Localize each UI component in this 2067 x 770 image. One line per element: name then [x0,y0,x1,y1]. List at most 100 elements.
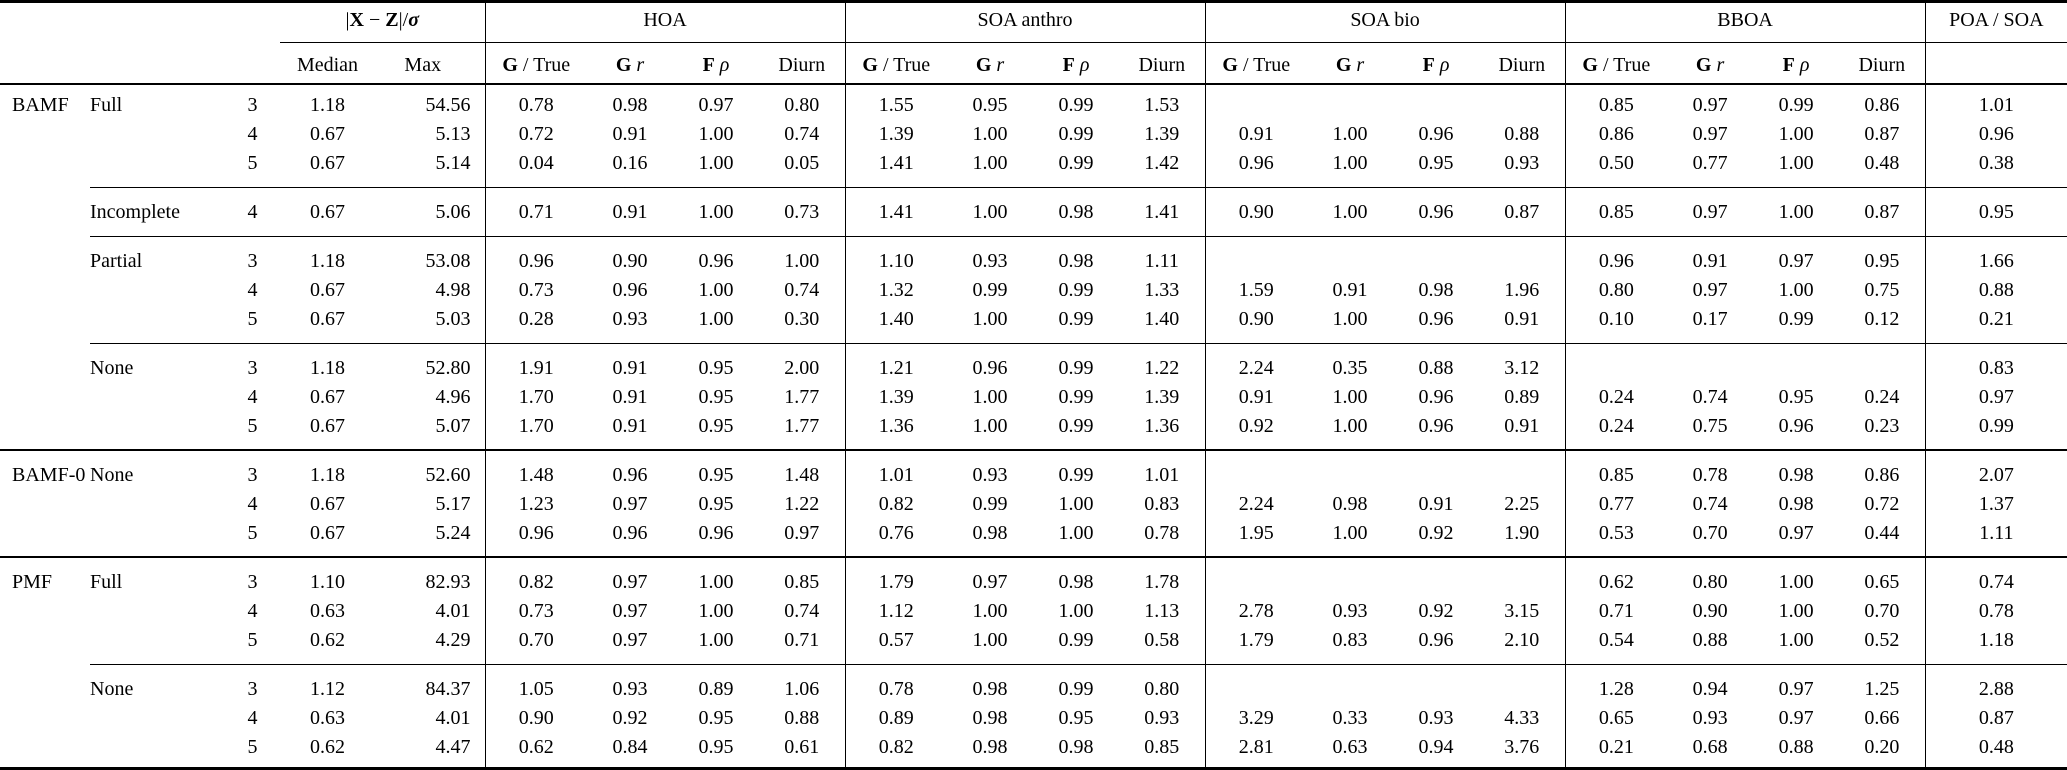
bboa-value-cell: 0.23 [1864,414,1900,437]
bboa-value-cell: 0.74 [1692,385,1728,408]
bboa-value-cell: 0.85 [1564,84,1668,119]
hoa-value-cell: 1.70 [484,382,587,411]
soa_anthro-value-cell: 1.33 [1144,278,1180,301]
bboa-value-cell: 0.99 [1778,93,1814,116]
hoa-value-cell: 0.96 [612,521,648,544]
soa_anthro-value-cell: 0.98 [1058,570,1094,593]
model-separator-rule [1565,449,1925,451]
subheader-bboa-gtrue: G / True [1564,47,1668,85]
bboa-value-cell: 0.12 [1864,307,1900,330]
hoa-value-cell: 0.74 [784,278,820,301]
scenario-cell: Partial [90,249,143,272]
scenario-cell: Full [90,93,123,116]
header-rule-gap [0,37,280,47]
bboa-value-cell: 0.66 [1864,706,1900,729]
soa_bio-value-cell: 1.96 [1504,278,1540,301]
soa_anthro-value-cell: 1.53 [1144,93,1180,116]
model-cell: BAMF-0 [12,463,86,486]
hoa-value-cell: 0.82 [484,567,587,596]
soa_bio-value-cell: 0.91 [1204,119,1308,148]
soa_anthro-value-cell: 1.39 [1144,122,1180,145]
scenario-separator-rule [845,235,1205,237]
model-separator-rule [485,449,845,451]
max-cell: 4.01 [435,706,471,729]
hoa-value-cell: 0.95 [698,356,734,379]
subheader-hoa-gtrue: G / True [484,47,587,85]
bboa-value-cell: 0.53 [1564,518,1668,547]
hoa-value-cell: 1.06 [784,677,820,700]
scenario-separator-rule [485,235,845,237]
header-midrule [485,41,845,43]
soa_bio-value-cell: 2.81 [1204,732,1308,769]
soa_anthro-value-cell: 0.98 [972,706,1008,729]
median-cell: 0.62 [310,628,345,651]
separator-model-gap [0,654,90,674]
soa_bio-value-cell: 1.00 [1332,307,1368,330]
table-body: BAMF Full 3 1.18 54.56 0.78 0.98 0.97 0.80 1.55 0.… [0,84,2067,769]
soa_bio-value-cell: 3.15 [1504,599,1540,622]
soa_anthro-value-cell: 1.41 [844,148,948,177]
hoa-value-cell: 1.00 [698,599,734,622]
hoa-value-cell: 0.97 [784,521,820,544]
model-cell: BAMF [12,93,69,116]
max-cell: 4.98 [435,278,471,301]
hoa-value-cell: 0.61 [784,735,820,758]
bboa-value-cell: 0.77 [1564,489,1668,518]
scenario-cell [90,148,225,177]
soa_anthro-value-cell: 1.39 [1144,385,1180,408]
soa_anthro-value-cell: 0.83 [1144,492,1180,515]
soa_anthro-value-cell: 1.78 [1144,570,1180,593]
max-cell: 4.96 [435,385,471,408]
subheader-bboa-diurn: Diurn [1839,47,1926,85]
soa_anthro-value-cell: 0.99 [1058,151,1094,174]
soa_anthro-value-cell: 1.40 [844,304,948,333]
hoa-value-cell: 0.90 [612,249,648,272]
poa-soa-cell: 0.95 [1924,197,2067,226]
separator-segment-bboa [1564,177,1926,197]
header-rule-segment [484,37,846,47]
poa-soa-cell: 0.87 [1924,703,2067,732]
soa_bio-value-cell [1307,84,1393,119]
separator-segment-poa [1924,547,2067,567]
hoa-value-cell: 0.95 [698,414,734,437]
soa_anthro-value-cell: 1.00 [972,151,1008,174]
scenario-cell [90,275,225,304]
separator-left [90,226,485,246]
soa_anthro-value-cell: 0.99 [1058,278,1094,301]
scenario-separator-rule [845,186,1205,188]
hoa-value-cell: 0.95 [698,385,734,408]
soa_bio-value-cell: 0.96 [1418,385,1454,408]
soa_anthro-value-cell: 1.01 [844,460,948,489]
bboa-value-cell: 0.87 [1864,200,1900,223]
separator-segment-poa [1924,440,2067,460]
soa_bio-value-cell [1479,460,1565,489]
hoa-value-cell: 1.00 [698,628,734,651]
max-cell: 84.37 [425,677,471,700]
soa_bio-value-cell [1204,84,1308,119]
scenario-separator-rule [845,342,1205,344]
factors-cell: 3 [247,677,258,700]
header-rule-segment [280,37,485,47]
soa_bio-value-cell: 0.91 [1504,414,1540,437]
separator-segment-soa_bio [1204,226,1566,246]
scenario-separator-rule [485,186,845,188]
subheader-soa_bio-diurn: Diurn [1479,47,1566,85]
model-separator-rule [1565,556,1925,558]
soa_anthro-value-cell: 0.82 [844,732,948,769]
factors-cell: 5 [247,414,258,437]
max-cell: 5.14 [435,151,471,174]
separator-segment-hoa [484,226,846,246]
soa_anthro-value-cell: 1.41 [1144,200,1180,223]
soa_anthro-value-cell: 0.97 [972,570,1008,593]
separator-model-gap [0,177,90,197]
soa_bio-value-cell: 0.63 [1332,735,1368,758]
scenario-separator-rule [90,663,485,665]
bboa-value-cell: 0.97 [1692,278,1728,301]
separator-segment-soa_bio [1204,547,1566,567]
max-cell: 5.03 [435,307,471,330]
bboa-value-cell: 1.00 [1778,200,1814,223]
poa-soa-cell: 1.01 [1924,84,2067,119]
hoa-value-cell: 0.71 [784,628,820,651]
bboa-value-cell: 0.97 [1692,93,1728,116]
subheader-soa_anthro-gtrue: G / True [844,47,948,85]
